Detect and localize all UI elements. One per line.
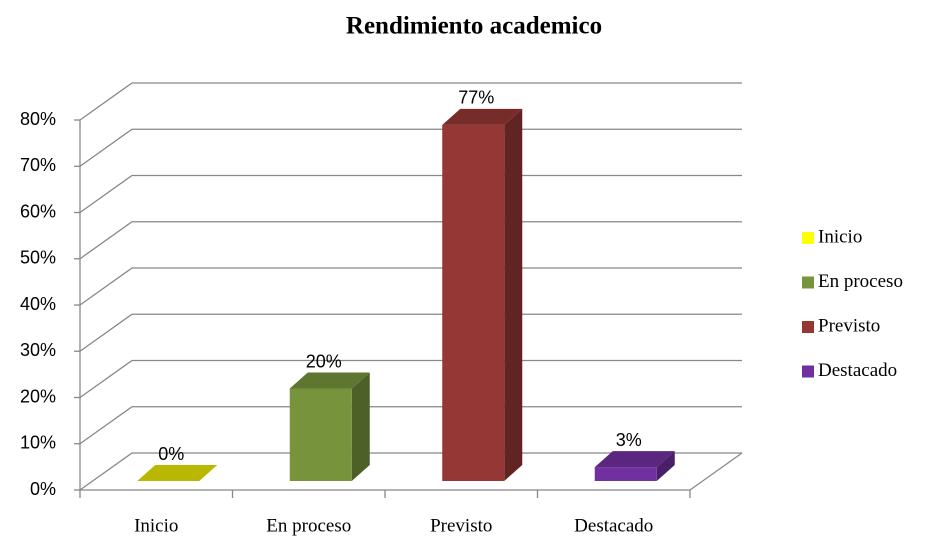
y-tick-label: 70% [20,155,56,175]
grid-line [79,174,742,214]
y-tick-label: 50% [20,248,56,268]
x-tick-label: Destacado [574,515,653,536]
grid-line [79,406,742,445]
data-label: 77% [458,88,494,108]
grid-line [79,267,742,306]
legend-label: Previsto [818,315,880,336]
chart-title: Rendimiento academico [346,13,602,40]
legend-label: Destacado [818,360,897,381]
y-tick-label: 40% [20,294,56,314]
y-tick-label: 10% [20,433,56,453]
grid-line [79,452,742,491]
bar-side [504,108,523,481]
bar-side [656,451,675,481]
bar [289,388,352,481]
bar-top [442,108,523,125]
grid-line [79,313,742,352]
data-label: 3% [616,430,642,450]
grid-line [79,221,742,260]
legend-swatch [802,321,814,333]
legend-label: En proceso [818,271,903,292]
y-tick-label: 60% [20,201,56,221]
x-tick-label: Previsto [430,515,492,536]
bar-top [137,465,218,481]
grid-line [79,128,742,167]
bar-side [351,372,370,481]
x-tick-label: Inicio [134,515,178,536]
bar [442,124,505,481]
legend-swatch [802,276,814,289]
y-tick-label: 20% [20,386,56,406]
y-tick-label: 0% [30,479,56,499]
data-label: 0% [158,444,184,464]
grid-line [79,359,742,399]
data-label: 20% [306,351,342,371]
grid-line [79,82,742,121]
bar-top [289,372,370,389]
legend-swatch [802,232,814,244]
legend-label: Inicio [818,226,862,247]
legend-swatch [802,365,814,378]
y-tick-label: 80% [20,109,56,129]
y-tick-label: 30% [20,340,56,360]
x-tick-label: En proceso [266,515,351,536]
bar-top [594,451,675,468]
bar [594,467,657,481]
